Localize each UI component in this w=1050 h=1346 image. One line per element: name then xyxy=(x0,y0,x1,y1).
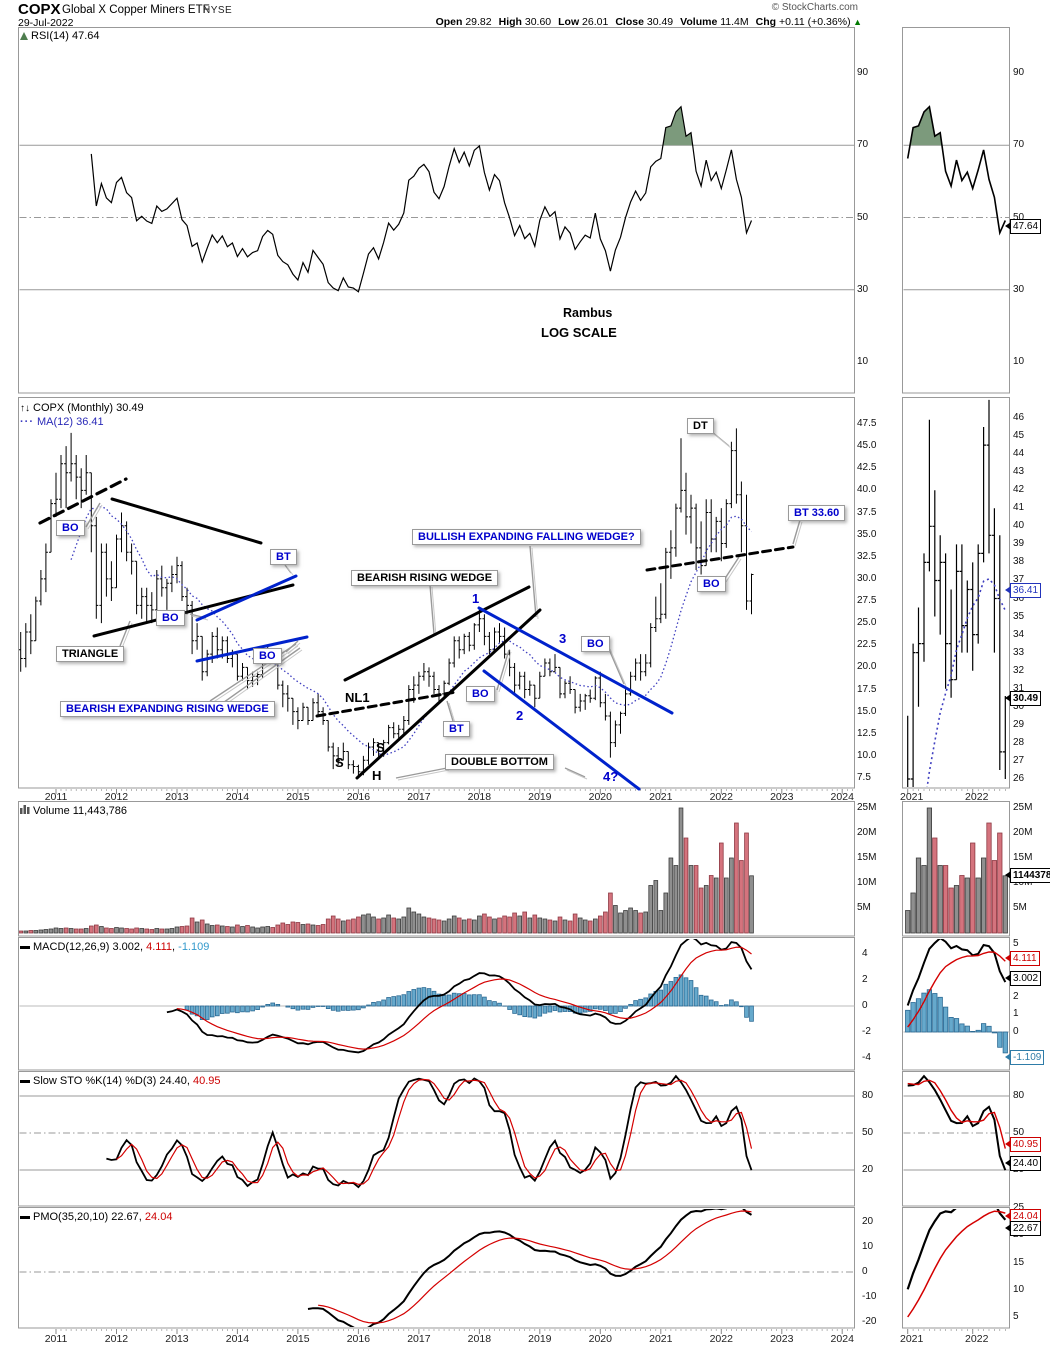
watermark-author: Rambus xyxy=(563,306,613,320)
exchange-label: NYSE xyxy=(203,5,233,16)
copyright-notice: © StockCharts.com xyxy=(771,2,858,13)
quote-stat-label: Volume xyxy=(680,16,718,28)
quote-summary: Open 29.82 High 30.60 Low 26.01 Close 30.49… xyxy=(429,16,862,28)
quote-stat-value: 30.60 xyxy=(521,16,552,28)
quote-stat-label: Close xyxy=(615,16,644,28)
quote-stat-value: 30.49 xyxy=(643,16,674,28)
chart-date: 29-Jul-2022 xyxy=(18,17,74,29)
ticker-symbol: COPX xyxy=(18,1,61,18)
change-up-icon: ▲ xyxy=(850,17,862,27)
quote-stat-label: Low xyxy=(558,16,580,28)
quote-stat-value: +0.11 (+0.36%) xyxy=(776,16,851,28)
quote-stat-label: Open xyxy=(435,16,463,28)
quote-stat-value: 11.4M xyxy=(717,16,749,28)
quote-stat-label: High xyxy=(498,16,522,28)
security-name: Global X Copper Miners ETF xyxy=(62,4,210,16)
quote-stat-value: 29.82 xyxy=(462,16,492,28)
watermark-scale: LOG SCALE xyxy=(541,325,617,340)
quote-stat-label: Chg xyxy=(755,16,777,28)
quote-stat-value: 26.01 xyxy=(579,16,609,28)
